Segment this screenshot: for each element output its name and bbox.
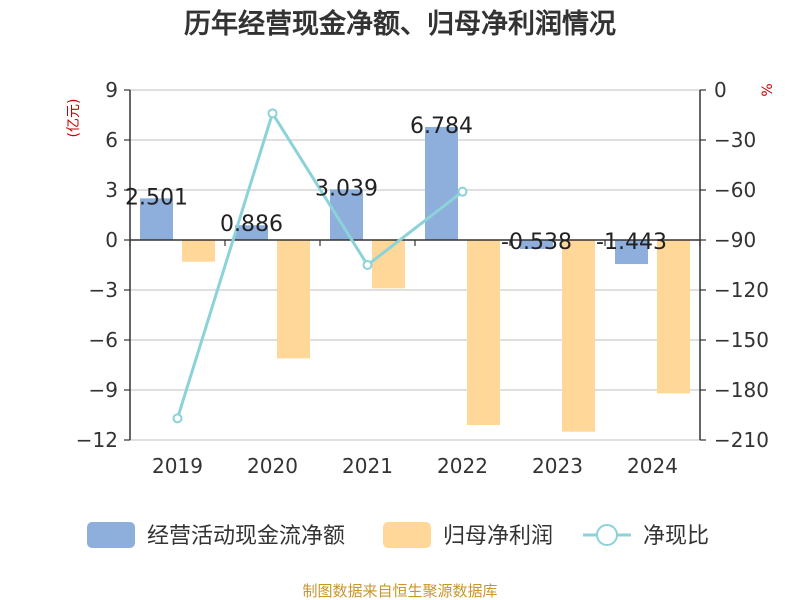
left-tick-label: 9	[105, 78, 118, 102]
right-axis-unit: %	[760, 83, 776, 96]
grid	[130, 89, 700, 441]
bar-net-profit	[562, 240, 595, 432]
bar-net-profit	[657, 240, 690, 394]
left-tick-label: −9	[89, 378, 118, 402]
ratio-point	[362, 260, 373, 270]
left-tick-label: 3	[105, 178, 118, 202]
legend-label: 净现比	[643, 524, 709, 549]
x-tick-label: 2021	[342, 454, 393, 478]
cash-flow-value-label: 3.039	[315, 176, 378, 201]
right-tick-label: −210	[714, 428, 769, 452]
legend-marker	[596, 524, 618, 546]
ratio-point	[457, 186, 468, 197]
left-tick-label: 0	[105, 228, 118, 252]
left-tick-label: 6	[105, 128, 118, 152]
chart-title: 历年经营现金净额、归母净利润情况	[184, 8, 616, 40]
bar-cash-flow	[235, 225, 268, 240]
right-tick-label: −30	[714, 128, 756, 152]
legend-label: 经营活动现金流净额	[147, 524, 345, 549]
left-tick-label: −12	[76, 428, 118, 452]
legend-label: 归母净利润	[443, 524, 553, 549]
left-tick-label: −6	[89, 328, 118, 352]
right-tick-label: −120	[714, 278, 769, 302]
cash-flow-value-label: -1.443	[596, 230, 667, 255]
x-tick-label: 2024	[627, 454, 678, 478]
axes: 9630−3−6−9−120−30−60−90−120−150−180−2102…	[76, 78, 769, 478]
x-tick-label: 2023	[532, 454, 583, 478]
bar-cash-flow	[140, 198, 173, 240]
right-tick-label: −90	[714, 228, 756, 252]
right-tick-label: −60	[714, 178, 756, 202]
bar-net-profit	[277, 240, 310, 359]
x-tick-label: 2020	[247, 454, 298, 478]
bar-net-profit	[467, 240, 500, 425]
cash-flow-value-label: -0.538	[501, 230, 572, 255]
bar-cash-flow	[615, 240, 648, 265]
cash-flow-value-label: 6.784	[410, 114, 473, 139]
right-tick-label: −180	[714, 378, 769, 402]
right-tick-label: −150	[714, 328, 769, 352]
source-note: 制图数据来自恒生聚源数据库	[302, 582, 497, 600]
left-tick-label: −3	[89, 278, 118, 302]
legend-swatch	[383, 522, 431, 548]
bars	[140, 126, 690, 432]
legend-swatch	[87, 522, 135, 548]
data-labels: 2.501 0.886 3.039 6.784 -0.538 -1.443	[125, 114, 667, 255]
ratio-point	[267, 108, 278, 119]
ratio-line	[172, 108, 468, 424]
left-axis-unit: (亿元)	[66, 99, 82, 138]
cash-flow-value-label: 0.886	[220, 212, 283, 237]
bar-cash-flow	[425, 126, 458, 240]
ratio-point	[172, 413, 183, 424]
bar-cash-flow	[520, 240, 553, 249]
bar-net-profit	[182, 240, 215, 262]
right-tick-label: 0	[714, 78, 727, 102]
x-tick-label: 2019	[152, 454, 203, 478]
legend[interactable]: 经营活动现金流净额 归母净利润 净现比	[87, 522, 709, 549]
ratio-series-line	[176, 109, 464, 419]
cash-flow-value-label: 2.501	[125, 185, 188, 210]
x-tick-label: 2022	[437, 454, 488, 478]
